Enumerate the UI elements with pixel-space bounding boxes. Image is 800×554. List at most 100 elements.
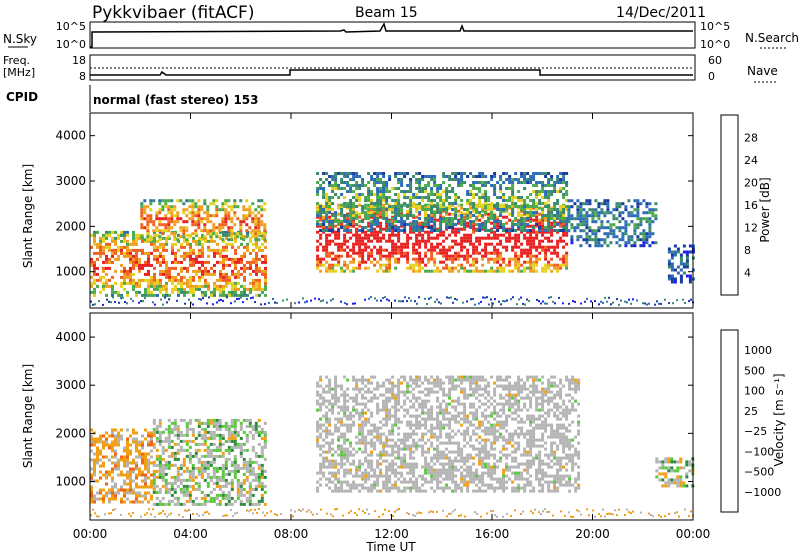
power-echo-cell [346,239,350,243]
power-echo-cell [168,236,171,240]
vel-echo-cell [99,458,102,462]
power-echo-cell [123,239,126,243]
power-echo-cell [257,226,261,230]
power-echo-cell [654,241,658,245]
power-echo-cell [421,223,425,226]
power-echo-cell [135,290,138,294]
power-ground-cell [408,297,410,300]
power-echo-cell [567,220,571,224]
power-echo-cell [451,223,455,226]
power-echo-cell [325,226,329,229]
vel-echo-cell [325,429,329,433]
vel-echo-cell [135,455,138,459]
power-echo-cell [349,229,353,232]
vel-echo-cell [242,472,246,476]
vel-echo-cell [257,472,261,476]
power-echo-cell [630,238,634,242]
vel-echo-cell [209,442,213,446]
vel-echo-cell [96,455,99,459]
power-echo-cell [538,199,542,202]
vel-echo-cell [123,479,126,483]
power-echo-cell [418,196,422,199]
vel-echo-cell [328,402,332,406]
vel-echo-cell [221,454,225,458]
vel-echo-cell [355,378,359,382]
power-echo-cell [170,211,174,215]
power-echo-cell [439,187,443,190]
vel-echo-cell [179,502,183,506]
vel-echo-cell [236,463,240,467]
power-ground-cell [98,300,100,303]
vel-echo-cell [129,470,132,474]
power-echo-cell [257,238,261,242]
power-echo-cell [129,266,132,270]
power-echo-cell [427,184,431,187]
power-echo-cell [126,290,129,294]
power-echo-cell [523,178,527,181]
power-echo-cell [325,205,329,208]
power-echo-cell [436,245,440,249]
vel-echo-cell [379,453,383,457]
vel-echo-cell [361,462,365,466]
power-echo-cell [216,248,219,252]
power-echo-cell [219,284,222,288]
vel-echo-cell [340,432,344,436]
vel-echo-cell [164,436,168,440]
power-echo-cell [224,223,228,227]
power-echo-cell [418,245,422,249]
vel-echo-cell [120,473,123,477]
power-echo-cell [322,229,326,232]
power-echo-cell [400,190,404,193]
power-echo-cell [484,248,488,252]
power-echo-cell [424,224,428,228]
power-echo-cell [502,245,506,249]
vel-echo-cell [331,432,335,436]
vel-echo-cell [242,442,246,446]
vel-echo-cell [90,494,93,498]
power-echo-cell [559,172,563,175]
power-echo-cell [553,181,557,184]
power-echo-cell [144,263,147,267]
vel-echo-cell [200,463,204,467]
power-echo-cell [490,175,494,178]
power-echo-cell [541,190,545,193]
power-echo-cell [544,202,548,205]
vel-echo-cell [144,497,147,501]
power-echo-cell [111,290,114,294]
power-echo-cell [258,278,261,282]
power-echo-cell [436,196,440,199]
power-echo-cell [96,245,99,249]
vel-echo-cell [361,432,365,436]
power-echo-cell [189,284,192,288]
power-echo-cell [553,187,557,190]
vel-echo-cell [93,470,96,474]
power-echo-cell [260,208,264,212]
power-echo-cell [149,199,153,203]
vel-echo-cell [373,480,377,484]
power-echo-cell [222,275,225,279]
vel-echo-cell [194,475,198,479]
power-echo-cell [442,254,446,258]
power-ground-cell [322,299,324,302]
power-echo-cell [562,217,566,220]
power-echo-cell [257,211,261,215]
power-echo-cell [367,172,371,175]
power-echo-cell [442,217,446,220]
vel-echo-cell [328,378,332,382]
power-echo-cell [418,229,422,232]
vel-echo-cell [188,469,192,473]
vel-echo-cell [248,502,252,506]
power-echo-cell [162,287,165,291]
vel-echo-cell [233,418,237,422]
power-echo-cell [198,284,201,288]
power-echo-cell [433,248,437,252]
vel-echo-cell [188,457,192,461]
power-echo-cell [448,190,452,193]
power-echo-cell [147,281,150,285]
power-echo-cell [331,226,335,229]
vel-echo-cell [340,453,344,457]
power-echo-cell [219,278,222,282]
power-echo-cell [231,272,234,276]
power-echo-cell [448,196,452,199]
power-echo-cell [319,208,323,211]
